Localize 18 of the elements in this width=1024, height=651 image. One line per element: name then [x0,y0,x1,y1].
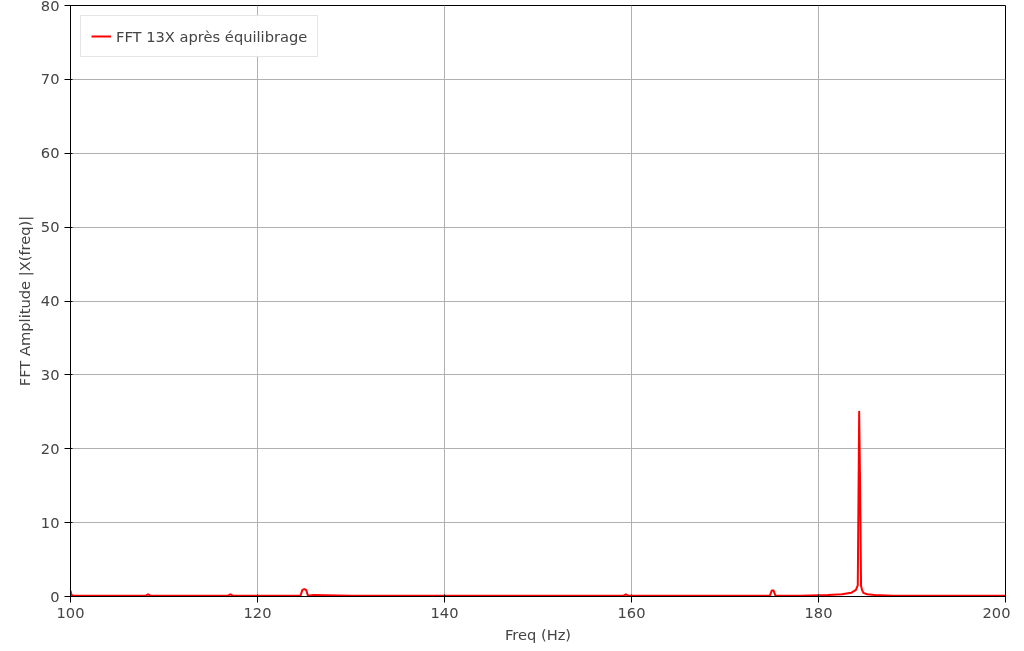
x-tick-label: 180 [804,603,833,621]
y-tick-label: 20 [40,439,60,457]
legend-label: FFT 13X après équilibrage [116,27,308,45]
x-tick-label: 140 [430,603,459,621]
y-axis-title: FFT Amplitude |X(freq)| [15,215,34,387]
x-tick-label: 120 [243,603,272,621]
x-tick-label: 200 [982,603,1011,621]
y-tick-label: 60 [40,144,60,162]
y-tick-label: 10 [40,513,60,531]
y-tick-label: 30 [40,365,60,383]
y-tick-label: 70 [40,70,60,88]
y-tick-label: 50 [40,218,60,236]
y-tick-label: 40 [40,292,60,309]
x-axis-title: Freq (Hz) [504,625,572,643]
x-tick-label: 160 [617,603,646,621]
y-tick-label: 80 [40,0,60,14]
x-tick-label: 100 [56,603,85,621]
y-tick-label: 0 [50,587,60,605]
